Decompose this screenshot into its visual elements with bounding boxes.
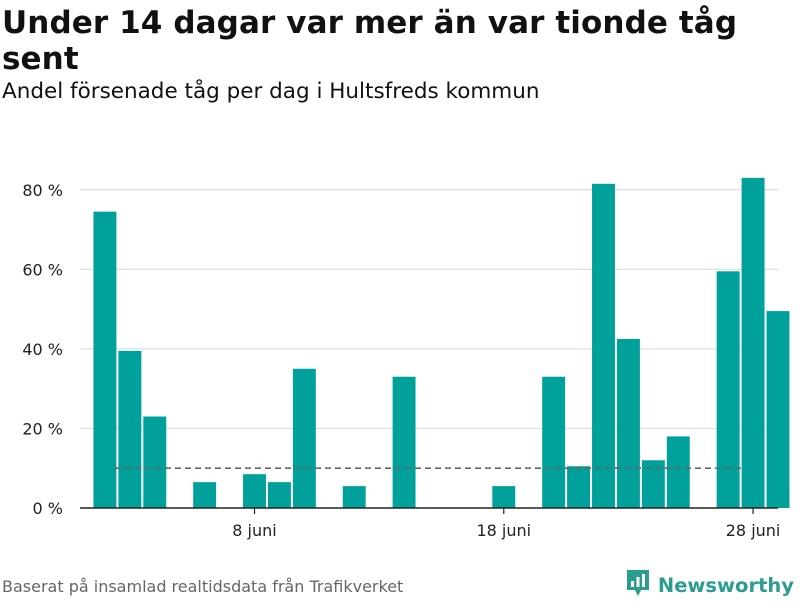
x-tick-label: 8 juni: [232, 521, 276, 540]
bar: [193, 482, 217, 508]
grid-lines: [80, 189, 778, 430]
bar: [492, 486, 516, 508]
bar: [666, 436, 690, 508]
bar: [766, 311, 790, 508]
bars: [93, 177, 790, 509]
bar: [143, 416, 167, 508]
bar: [292, 368, 316, 508]
brand-name: Newsworthy: [657, 573, 794, 597]
bar: [716, 271, 740, 508]
y-tick-label: 60 %: [22, 260, 63, 279]
bar: [741, 177, 765, 508]
y-tick-label: 40 %: [22, 340, 63, 359]
bar: [342, 486, 366, 508]
bar: [592, 183, 615, 509]
source-footnote: Baserat på insamlad realtidsdata från Tr…: [2, 577, 404, 596]
chart-title: Under 14 dagar var mer än var tionde tåg…: [2, 5, 738, 77]
newsworthy-brand[interactable]: Newsworthy: [625, 568, 794, 602]
y-tick-label: 0 %: [33, 499, 63, 518]
bar: [567, 466, 591, 508]
y-axis-tick-labels: 0 % 20 % 40 % 60 % 80 %: [22, 181, 63, 518]
x-axis: 8 juni 18 juni 28 juni: [80, 507, 781, 540]
bar: [392, 376, 416, 508]
bar: [267, 482, 291, 508]
bar: [93, 211, 117, 508]
bar: [542, 376, 566, 508]
newsworthy-logo-icon: [625, 568, 651, 602]
y-tick-label: 80 %: [22, 181, 63, 200]
bar: [243, 474, 266, 508]
bar: [616, 338, 640, 508]
chart-subtitle: Andel försenade tåg per dag i Hultsfreds…: [2, 79, 540, 104]
y-tick-label: 20 %: [22, 419, 63, 438]
x-tick-label: 28 juni: [726, 521, 781, 540]
x-tick-label: 18 juni: [476, 521, 531, 540]
bar: [118, 350, 142, 508]
bar: [641, 460, 665, 508]
